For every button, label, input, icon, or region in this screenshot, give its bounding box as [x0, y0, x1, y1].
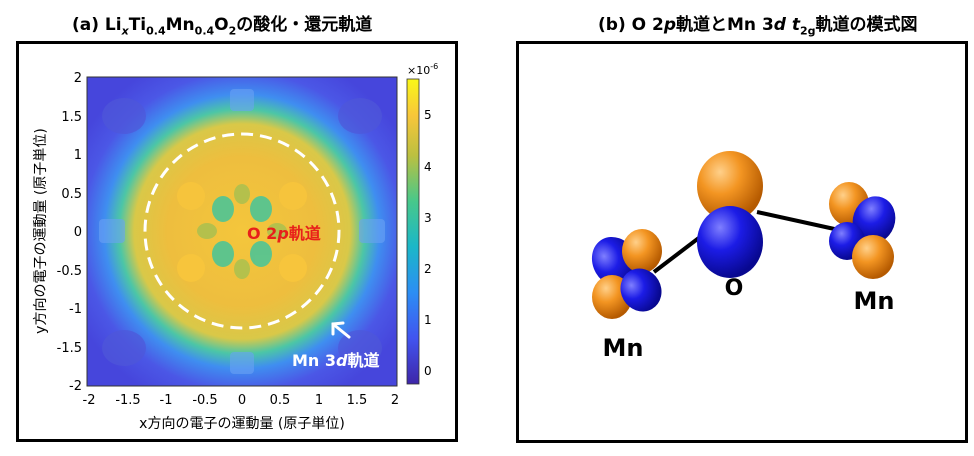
y-tick: 1.5 [61, 110, 82, 125]
mn-right-lobe-blue-1 [852, 196, 896, 244]
label-mn-right: Mn [854, 287, 895, 315]
mn3d-orbital-label: Mn 3d軌道 [292, 351, 379, 370]
panel-a-title-o: O [214, 15, 229, 35]
o2p-orbital-label: O 2p軌道 [247, 224, 321, 243]
colorbar-tick-2: 2 [424, 262, 432, 276]
panel-b-title-p: p [663, 15, 676, 35]
y-tick: -1 [69, 302, 82, 317]
colorbar-tick-4: 4 [424, 160, 432, 174]
colorbar-ticks: 5 4 3 2 1 0 [424, 108, 432, 378]
momentum-density-map: ×10-6 5 4 3 2 1 0 2 1.5 1 0.5 0 -0.5 -1 … [33, 62, 438, 432]
orbital-schematic: O Mn Mn [591, 151, 896, 362]
panel-a-frame: ×10-6 5 4 3 2 1 0 2 1.5 1 0.5 0 -0.5 -1 … [16, 41, 458, 442]
y-tick: -1.5 [57, 341, 82, 356]
y-tick: 1 [74, 148, 82, 163]
mn-left-lobe-orange-1 [622, 229, 662, 273]
mn-left-lobe-blue-2 [620, 268, 662, 312]
mn3d-arrow-icon [331, 321, 351, 339]
mn-left-3d-orbital [591, 229, 662, 319]
label-mn-left: Mn [603, 334, 644, 362]
panel-a-title-ti-sub: 0.4 [146, 24, 166, 38]
label-o: O [725, 276, 744, 301]
panel-a-title-mn: Mn [165, 15, 195, 35]
colorbar-exponent: ×10-6 [407, 62, 438, 77]
bond-left [652, 232, 706, 274]
o-2p-orbital [697, 151, 763, 278]
panel-b-title-prefix: (b) O 2 [598, 15, 664, 35]
colorbar-tick-0: 0 [424, 364, 432, 378]
colorbar [406, 78, 420, 385]
panel-b-frame: O Mn Mn [516, 41, 968, 443]
y-tick: -0.5 [57, 264, 82, 279]
panel-b-title-d: d [773, 15, 786, 35]
x-tick: -0.5 [192, 393, 217, 408]
panel-a-title-x: x [121, 24, 129, 38]
panel-a-title: (a) LixTi0.4Mn0.4O2の酸化・還元軌道 [72, 10, 372, 37]
panel-a-title-ti: Ti [128, 15, 147, 35]
panel-b-title: (b) O 2p軌道とMn 3d t2g軌道の模式図 [598, 10, 918, 37]
panel-b-title-t-sub: 2g [800, 24, 816, 38]
panel-b-title-t: t [791, 15, 801, 35]
panel-a-title-o-sub: 2 [228, 24, 237, 38]
panel-a-title-prefix: (a) Li [72, 15, 122, 35]
y-axis-ticks: 2 1.5 1 0.5 0 -0.5 -1 -1.5 -2 [57, 71, 82, 394]
colorbar-tick-5: 5 [424, 108, 432, 122]
y-axis-label: y方向の電子の運動量 (原子単位) [33, 128, 49, 334]
panel-a-title-suffix: の酸化・還元軌道 [236, 15, 373, 35]
x-axis-label: x方向の電子の運動量 (原子単位) [139, 416, 345, 432]
x-tick: 0 [238, 393, 246, 408]
o-orbital-lobe-orange [697, 151, 763, 221]
x-tick: 0.5 [270, 393, 291, 408]
y-tick: 0 [74, 225, 82, 240]
panel-a-title-mn-sub: 0.4 [194, 24, 215, 38]
panel-b-title-mid: 軌道とMn 3 [676, 15, 774, 35]
mn-right-3d-orbital [829, 182, 896, 279]
density-field [87, 77, 397, 386]
y-tick: 0.5 [61, 187, 82, 202]
colorbar-tick-1: 1 [424, 313, 432, 327]
x-tick: -1.5 [115, 393, 140, 408]
x-axis-ticks: -2 -1.5 -1 -0.5 0 0.5 1 1.5 2 [83, 393, 400, 408]
o2p-boundary-circle [143, 132, 341, 330]
x-tick: 1.5 [347, 393, 368, 408]
bond-right [756, 210, 840, 232]
colorbar-tick-3: 3 [424, 211, 432, 225]
o-orbital-lobe-blue [697, 206, 763, 278]
plot-border [86, 76, 398, 387]
y-tick: 2 [74, 71, 82, 86]
y-tick: -2 [69, 379, 82, 394]
panel-b-title-suffix: 軌道の模式図 [815, 15, 918, 35]
x-tick: -2 [83, 393, 96, 408]
mn-right-lobe-orange-2 [852, 235, 894, 279]
x-tick: 1 [315, 393, 323, 408]
x-tick: -1 [160, 393, 173, 408]
x-tick: 2 [391, 393, 399, 408]
